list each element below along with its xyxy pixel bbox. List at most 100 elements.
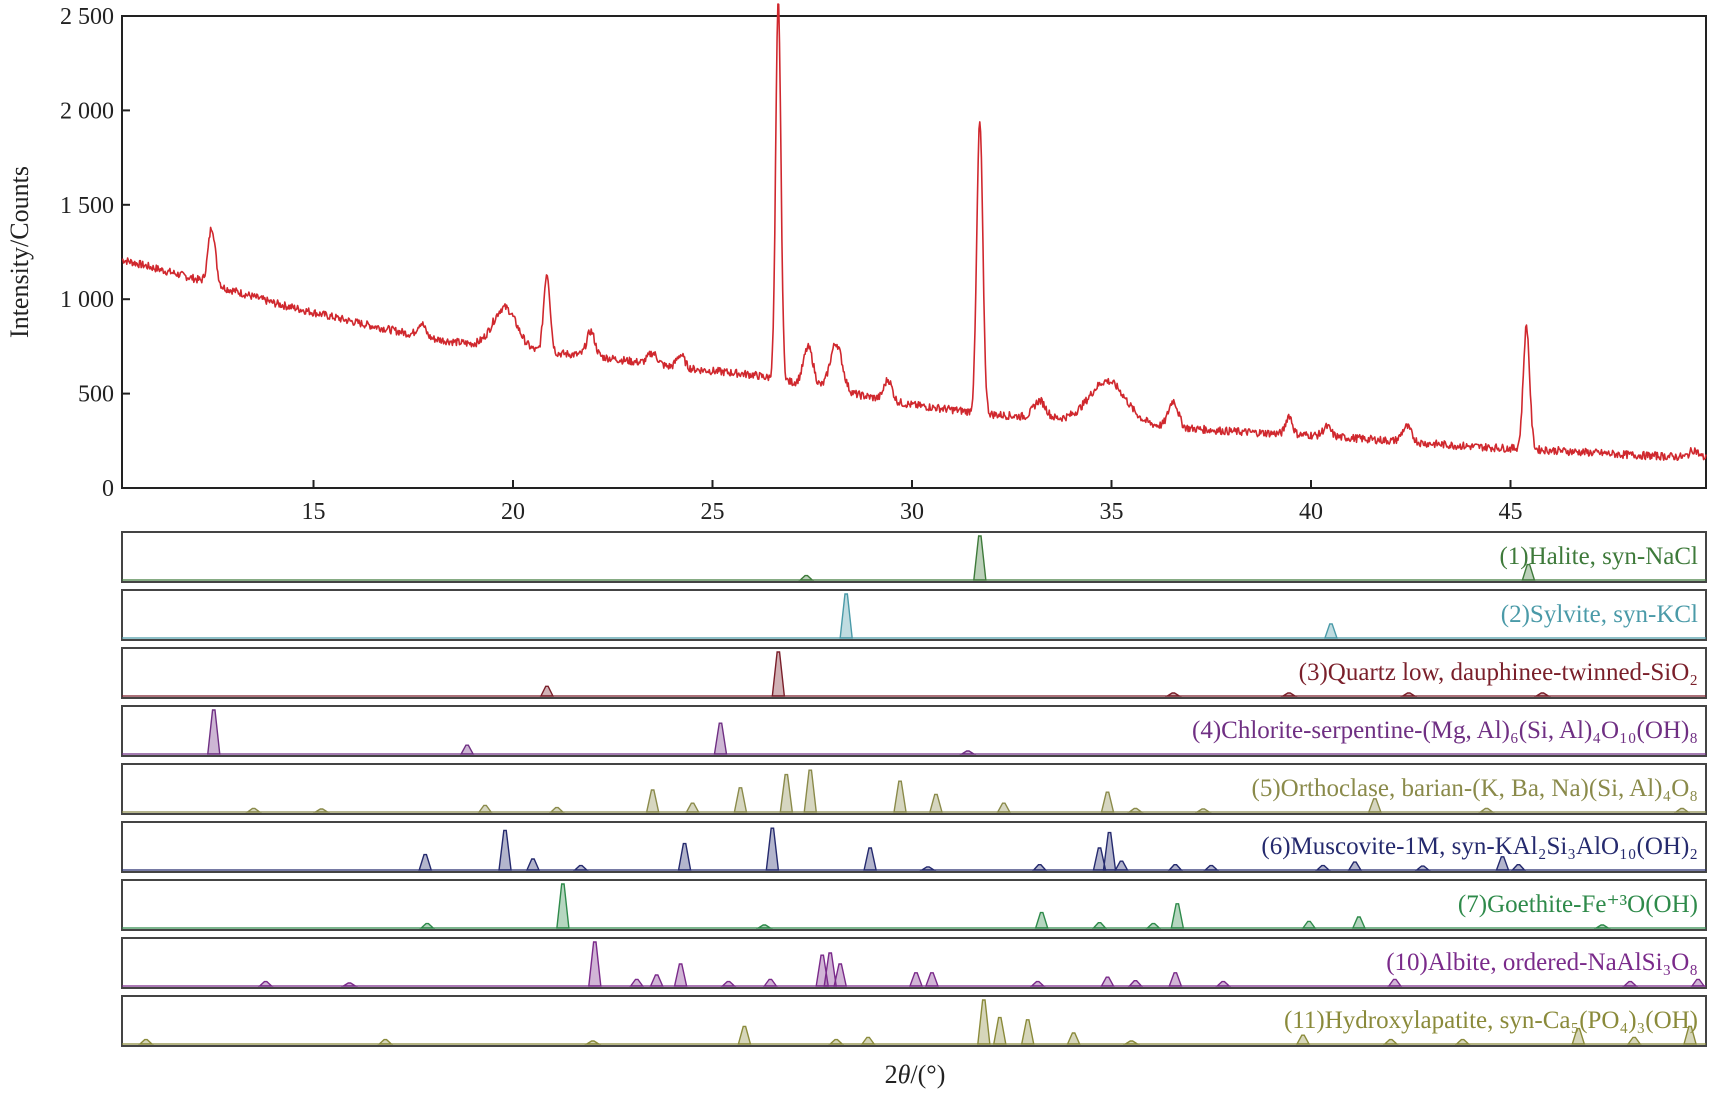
reference-peak [860, 1036, 876, 1045]
reference-peak [996, 802, 1011, 813]
reference-peak [1203, 864, 1220, 871]
reference-peak [1323, 623, 1338, 639]
reference-peak [1100, 791, 1115, 813]
y-axis-label: Intensity/Counts [5, 166, 34, 338]
reference-peak [823, 952, 838, 987]
reference-peak [924, 972, 939, 987]
reference-panel-frame [121, 995, 1707, 1047]
x-tick-label: 35 [1100, 499, 1124, 525]
reference-panel-frame [121, 937, 1707, 989]
reference-patterns: (1)Halite, syn-NaCl (2)Sylvite, syn-KCl (3… [121, 531, 1707, 1047]
reference-peak [645, 789, 660, 813]
reference-peak [477, 804, 493, 813]
reference-peak [755, 924, 773, 929]
x-axis-label-suffix: /(°) [910, 1060, 945, 1089]
reference-peak [919, 866, 937, 871]
reference-peak [1066, 1032, 1081, 1045]
reference-peak [1029, 980, 1046, 987]
x-tick-label: 15 [302, 499, 326, 525]
xrd-pattern-line [121, 3, 1707, 461]
reference-peak [1091, 922, 1108, 929]
reference-pattern-label: (11)Hydroxylapatite, syn-Ca₅(PO₄)₃(OH) [1284, 1007, 1698, 1034]
reference-peak [1454, 1038, 1471, 1045]
reference-peak [737, 1025, 752, 1045]
reference-peak [762, 978, 778, 987]
reference-peak [459, 744, 475, 755]
reference-panel-frame [121, 763, 1707, 815]
reference-peak [498, 829, 512, 871]
reference-peak [1020, 1019, 1035, 1045]
reference-pattern-label: (5)Orthoclase, barian-(K, Ba, Na)(Si, Al… [1252, 775, 1698, 802]
reference-pattern-panel: (6)Muscovite-1M, syn-KAl₂Si₃AlO₁₀(OH)₂ [121, 821, 1707, 873]
reference-peak [908, 972, 923, 987]
reference-peak [977, 999, 991, 1045]
reference-pattern-panel: (3)Quartz low, dauphinee-twinned-SiO₂ [121, 647, 1707, 699]
reference-peak [1478, 807, 1495, 813]
reference-peak [340, 982, 358, 987]
reference-peak [1100, 976, 1115, 987]
reference-peak [539, 685, 555, 697]
x-tick-label: 20 [501, 499, 525, 525]
y-tick-label: 1 500 [60, 193, 114, 219]
reference-panel-frame [121, 531, 1707, 583]
reference-peak [992, 1016, 1007, 1045]
reference-peak [1521, 563, 1536, 581]
x-axis-label-symbol: θ [898, 1060, 911, 1089]
reference-peak [1683, 1025, 1697, 1045]
x-tick-label: 25 [701, 499, 725, 525]
reference-panel-frame [121, 589, 1707, 641]
y-tick-label: 2 500 [60, 4, 114, 30]
main-plot: 15 20 25 30 35 40 45 0 500 1 000 1 500 2 000 2 500 [60, 3, 1707, 525]
x-axis-label: 2θ/(°) [885, 1060, 946, 1089]
x-tick-label: 30 [900, 499, 924, 525]
reference-peak [1145, 922, 1162, 929]
reference-peak [1301, 920, 1317, 929]
reference-pattern-panel: (1)Halite, syn-NaCl [121, 531, 1707, 583]
reference-peak [629, 978, 645, 987]
reference-peak [839, 593, 853, 639]
reference-peak [1351, 916, 1366, 929]
reference-peak [1123, 1040, 1140, 1045]
x-tick-label: 45 [1498, 499, 1522, 525]
main-axis-ticks: 15 20 25 30 35 40 45 0 500 1 000 1 500 2 000 2 500 [60, 4, 1522, 525]
y-tick-label: 2 000 [60, 98, 114, 124]
reference-peak [1414, 865, 1431, 871]
reference-peak [833, 963, 848, 987]
reference-peak [206, 709, 221, 755]
reference-peak [138, 1038, 154, 1045]
reference-peak [1215, 980, 1232, 987]
reference-peak [1092, 847, 1107, 871]
reference-peak [929, 793, 943, 813]
reference-peak [1102, 831, 1117, 871]
reference-peak [1387, 978, 1403, 987]
reference-peak [1495, 856, 1510, 871]
reference-peak [573, 864, 589, 871]
reference-pattern-panel: (5)Orthoclase, barian-(K, Ba, Na)(Si, Al… [121, 763, 1707, 815]
reference-pattern-label: (4)Chlorite-serpentine-(Mg, Al)₆(Si, Al)… [1192, 717, 1698, 744]
reference-peak [779, 773, 794, 813]
reference-peak [584, 1040, 602, 1045]
reference-peak [1533, 692, 1551, 697]
reference-pattern-panel: (11)Hydroxylapatite, syn-Ca₅(PO₄)₃(OH) [121, 995, 1707, 1047]
reference-pattern-panel: (7)Goethite-Fe⁺³O(OH) [121, 879, 1707, 931]
reference-peak [418, 853, 433, 871]
reference-peak [419, 922, 436, 929]
reference-peak [1127, 807, 1144, 813]
reference-peak [959, 750, 977, 755]
reference-peak [549, 806, 565, 813]
reference-peak [765, 827, 780, 871]
reference-peak [733, 787, 748, 813]
reference-peak [377, 1038, 394, 1045]
reference-peak [798, 574, 815, 581]
reference-peak [1690, 978, 1706, 987]
reference-peak [1673, 807, 1691, 813]
reference-peak [1315, 864, 1331, 871]
reference-panel-frame [121, 879, 1707, 931]
reference-peak [1280, 692, 1298, 697]
reference-peak [588, 941, 602, 987]
x-tick-label: 40 [1299, 499, 1323, 525]
reference-peak [245, 807, 262, 813]
x-axis-label-prefix: 2 [885, 1060, 898, 1089]
reference-peak [313, 808, 330, 813]
